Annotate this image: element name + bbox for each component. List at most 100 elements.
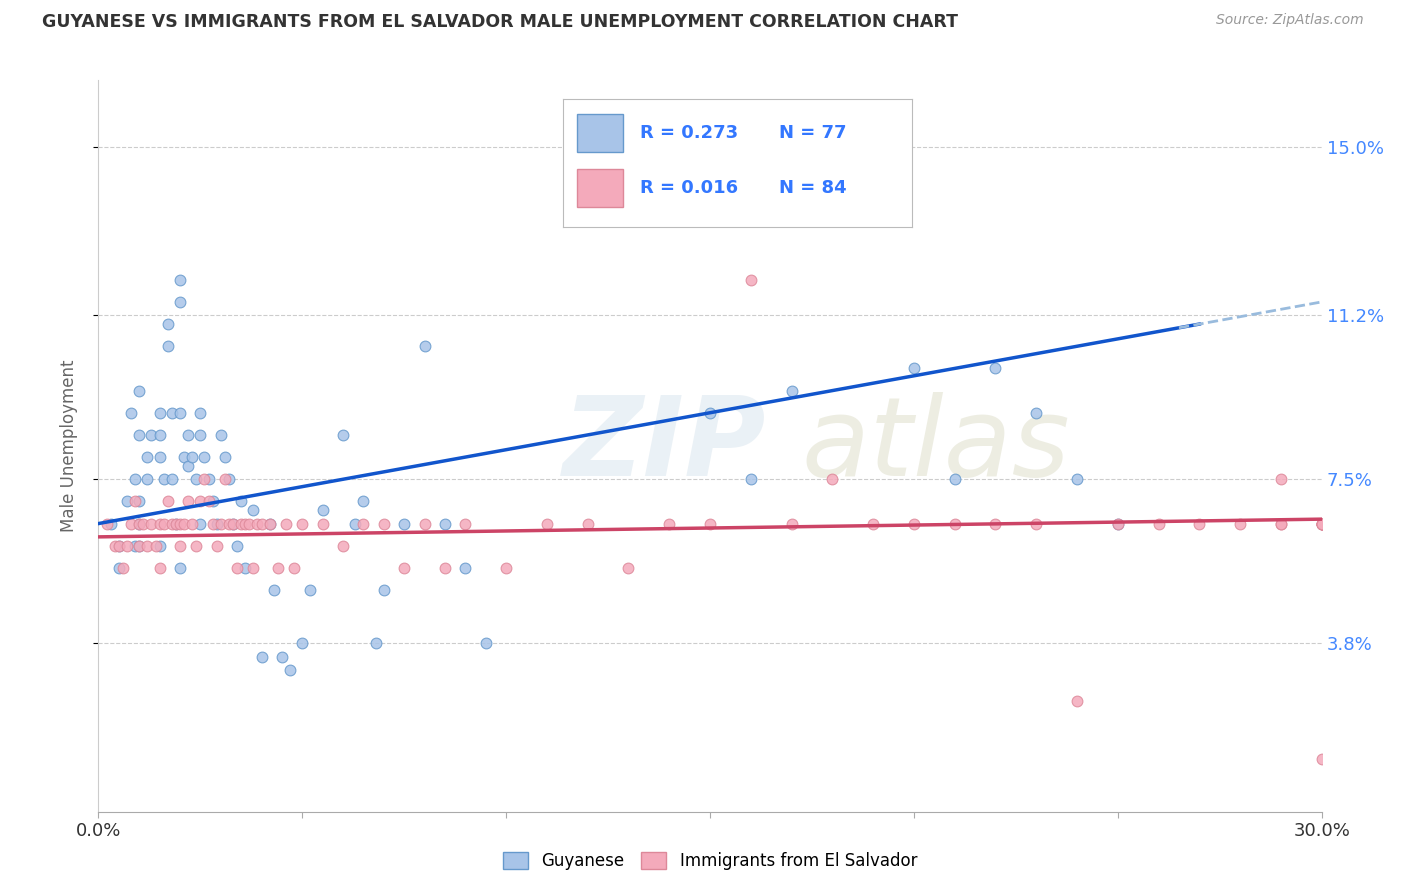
Point <box>96 516 118 531</box>
Point <box>699 406 721 420</box>
Point <box>108 539 131 553</box>
Point <box>352 516 374 531</box>
Point <box>943 472 966 486</box>
Point <box>780 384 803 398</box>
Point <box>495 561 517 575</box>
Point <box>392 516 416 531</box>
Point <box>145 539 167 553</box>
Point <box>231 494 253 508</box>
Point <box>1025 406 1047 420</box>
Point <box>373 583 395 598</box>
Point <box>197 494 219 508</box>
Point <box>943 516 966 531</box>
Text: GUYANESE VS IMMIGRANTS FROM EL SALVADOR MALE UNEMPLOYMENT CORRELATION CHART: GUYANESE VS IMMIGRANTS FROM EL SALVADOR … <box>42 13 957 31</box>
Point <box>780 516 803 531</box>
Point <box>1107 516 1129 531</box>
Point <box>617 561 640 575</box>
Text: atlas: atlas <box>801 392 1070 500</box>
Point <box>242 503 264 517</box>
Point <box>352 494 374 508</box>
Point <box>740 472 762 486</box>
Point <box>173 450 195 464</box>
Point <box>186 472 208 486</box>
Point <box>263 583 285 598</box>
Point <box>1310 751 1333 765</box>
Point <box>128 539 150 553</box>
Point <box>177 494 200 508</box>
Point <box>188 428 212 442</box>
Point <box>1270 516 1292 531</box>
Point <box>246 516 269 531</box>
Point <box>1229 516 1251 531</box>
Point <box>250 649 273 664</box>
Point <box>149 450 172 464</box>
Point <box>1310 516 1333 531</box>
Point <box>160 406 183 420</box>
Point <box>128 384 150 398</box>
Point <box>188 516 212 531</box>
Point <box>821 472 844 486</box>
Point <box>124 472 146 486</box>
Point <box>434 516 457 531</box>
Point <box>132 516 155 531</box>
Point <box>209 428 232 442</box>
Point <box>1270 516 1292 531</box>
Point <box>169 539 191 553</box>
Point <box>1270 472 1292 486</box>
Point <box>214 450 236 464</box>
Point <box>1310 516 1333 531</box>
Point <box>312 503 335 517</box>
Point <box>1025 516 1047 531</box>
Point <box>120 406 142 420</box>
Point <box>274 516 297 531</box>
Point <box>1310 516 1333 531</box>
Point <box>177 458 200 473</box>
Point <box>173 516 195 531</box>
Point <box>250 516 273 531</box>
Point <box>454 516 477 531</box>
Point <box>434 561 457 575</box>
Point <box>658 184 681 198</box>
Point <box>270 649 294 664</box>
Point <box>740 273 762 287</box>
Point <box>699 516 721 531</box>
Point <box>186 539 208 553</box>
Point <box>576 516 599 531</box>
Point <box>193 472 215 486</box>
Point <box>259 516 281 531</box>
Point <box>658 516 681 531</box>
Point <box>218 516 240 531</box>
Point <box>454 561 477 575</box>
Point <box>128 516 150 531</box>
Point <box>413 339 436 353</box>
Point <box>373 516 395 531</box>
Point <box>984 361 1007 376</box>
Point <box>149 406 172 420</box>
Point <box>862 516 884 531</box>
Point <box>177 428 200 442</box>
Text: ZIP: ZIP <box>564 392 766 500</box>
Point <box>1188 516 1211 531</box>
Point <box>344 516 367 531</box>
Point <box>267 561 290 575</box>
Point <box>226 561 249 575</box>
Point <box>283 561 305 575</box>
Point <box>124 539 146 553</box>
Point <box>169 273 191 287</box>
Point <box>169 294 191 309</box>
Point <box>152 516 174 531</box>
Point <box>181 516 204 531</box>
Point <box>100 516 122 531</box>
Point <box>136 539 159 553</box>
Point <box>214 472 236 486</box>
Point <box>124 494 146 508</box>
Point <box>233 561 256 575</box>
Point <box>291 636 314 650</box>
Point <box>392 561 416 575</box>
Point <box>104 539 127 553</box>
Point <box>108 539 131 553</box>
Point <box>149 428 172 442</box>
Text: Source: ZipAtlas.com: Source: ZipAtlas.com <box>1216 13 1364 28</box>
Point <box>111 561 134 575</box>
Point <box>156 317 179 331</box>
